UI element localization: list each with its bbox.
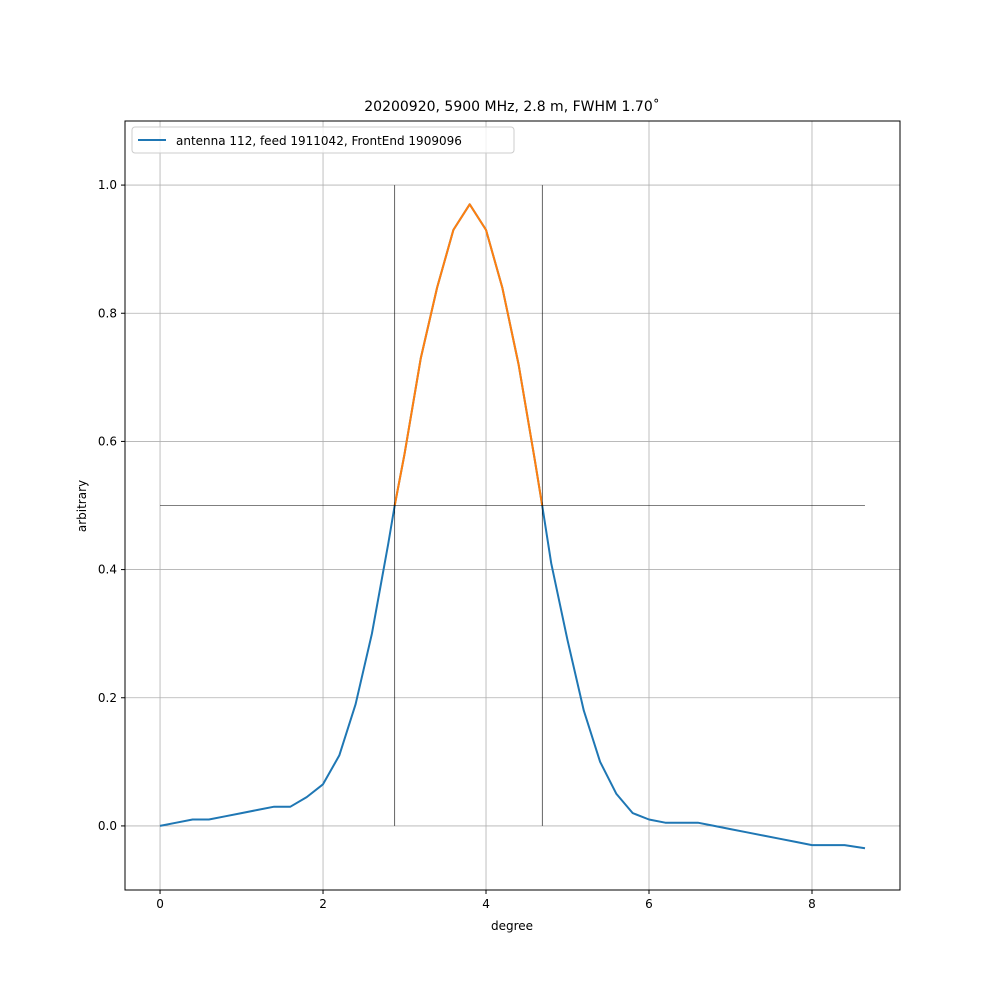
chart-title: 20200920, 5900 MHz, 2.8 m, FWHM 1.70˚ [364, 98, 659, 115]
legend-entry: antenna 112, feed 1911042, FrontEnd 1909… [176, 134, 462, 148]
x-axis-label: degree [491, 919, 533, 933]
y-tick-label: 0.0 [98, 819, 117, 833]
y-tick-label: 1.0 [98, 178, 117, 192]
legend-box [131, 126, 515, 154]
y-tick-label: 0.6 [98, 434, 117, 448]
legend: antenna 112, feed 1911042, FrontEnd 1909… [131, 126, 515, 154]
series-line-full [159, 203, 866, 850]
x-tick-label: 4 [482, 897, 490, 911]
x-tick-label: 6 [645, 897, 653, 911]
y-axis-label: arbitrary [75, 480, 89, 532]
y-tick-label: 0.8 [98, 306, 117, 320]
y-tick-label: 0.2 [98, 691, 117, 705]
x-tick-label: 2 [319, 897, 327, 911]
x-tick-label: 0 [156, 897, 164, 911]
y-tick-label: 0.4 [98, 563, 117, 577]
series-line-above-half-max [393, 203, 544, 506]
axes-frame [124, 120, 901, 891]
x-tick-label: 8 [808, 897, 816, 911]
